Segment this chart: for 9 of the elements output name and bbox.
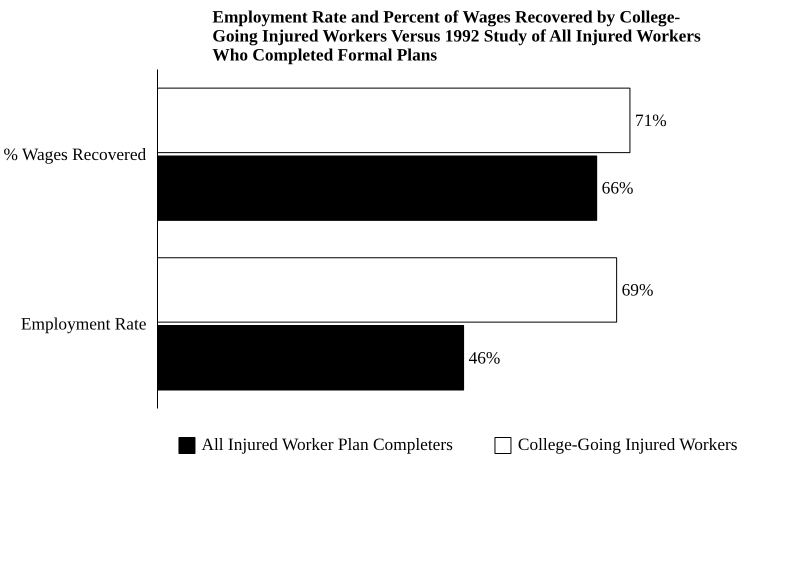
chart-title: Employment Rate and Percent of Wages Recovered by College-Going Injured Workers Versus 1992 Study of All Injured Workers Who Completed Formal Plans (212, 8, 701, 64)
data-label: 46% (468, 348, 500, 368)
y-tick-label: Employment Rate (20, 314, 147, 334)
y-tick-label: % Wages Recovered (4, 144, 147, 164)
legend-label: College-Going Injured Workers (518, 435, 738, 455)
data-label: 71% (634, 110, 667, 130)
data-label: 66% (602, 178, 634, 198)
data-label: 69% (622, 280, 654, 300)
legend-label: All Injured Worker Plan Completers (201, 435, 453, 455)
